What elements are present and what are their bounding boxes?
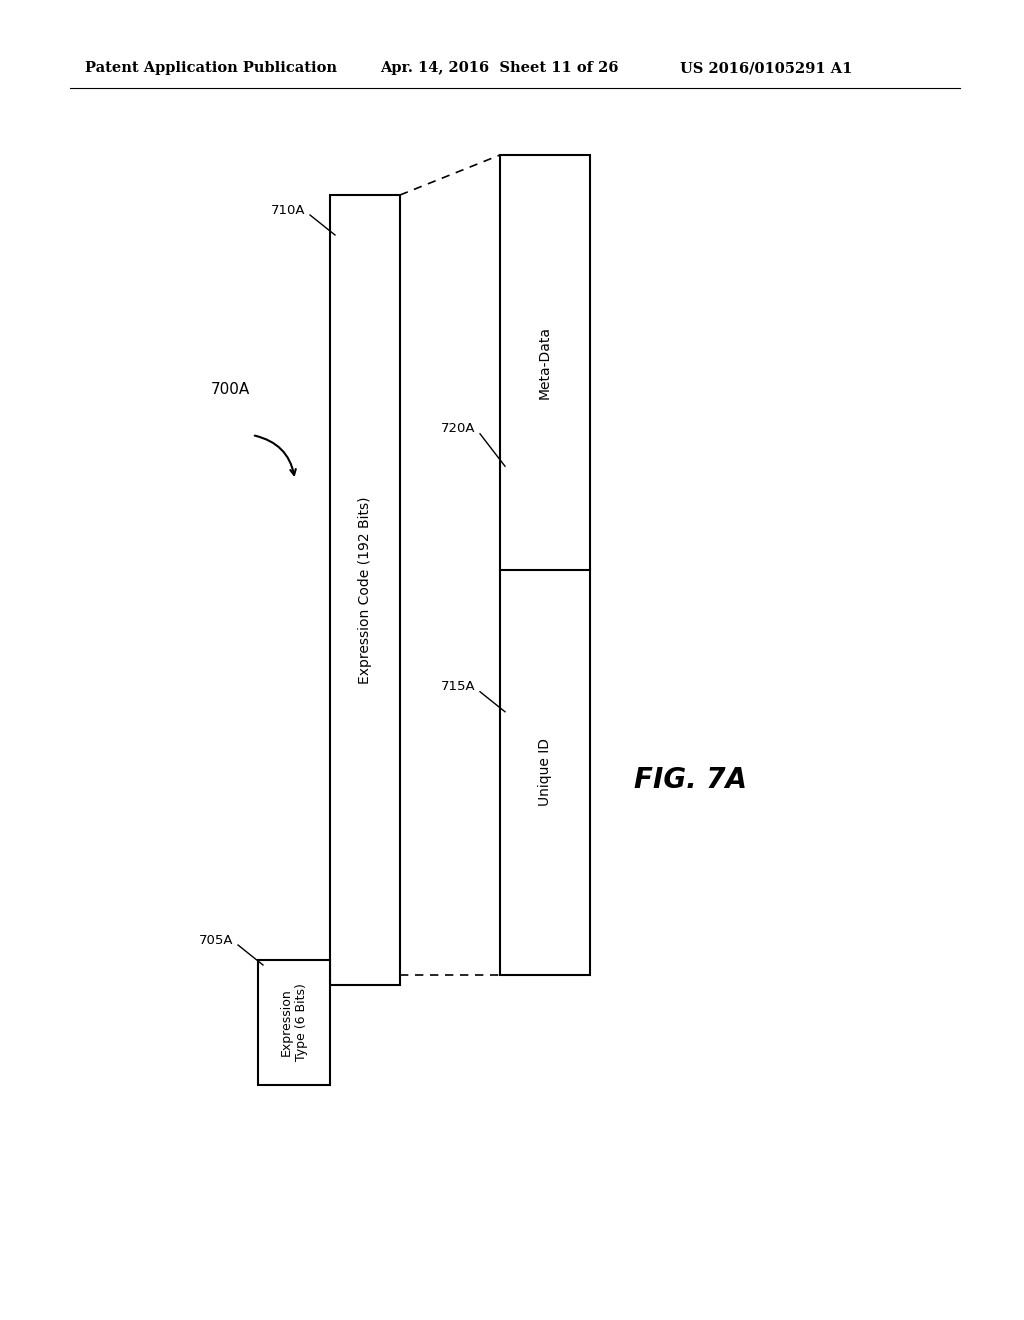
Text: US 2016/0105291 A1: US 2016/0105291 A1 (680, 61, 852, 75)
Text: Apr. 14, 2016  Sheet 11 of 26: Apr. 14, 2016 Sheet 11 of 26 (380, 61, 618, 75)
Text: 720A: 720A (440, 422, 475, 436)
Bar (330, 195, 400, 985)
Text: 705A: 705A (199, 933, 233, 946)
Text: 700A: 700A (210, 383, 250, 397)
Text: 715A: 715A (440, 680, 475, 693)
Text: Unique ID: Unique ID (538, 738, 552, 807)
Text: 710A: 710A (270, 203, 305, 216)
Text: FIG. 7A: FIG. 7A (634, 766, 746, 795)
Bar (258, 960, 330, 1085)
Text: Meta-Data: Meta-Data (538, 326, 552, 399)
Text: Expression Code (192 Bits): Expression Code (192 Bits) (358, 496, 372, 684)
Bar (500, 154, 590, 975)
Text: Expression
Type (6 Bits): Expression Type (6 Bits) (280, 983, 308, 1061)
Text: Patent Application Publication: Patent Application Publication (85, 61, 337, 75)
